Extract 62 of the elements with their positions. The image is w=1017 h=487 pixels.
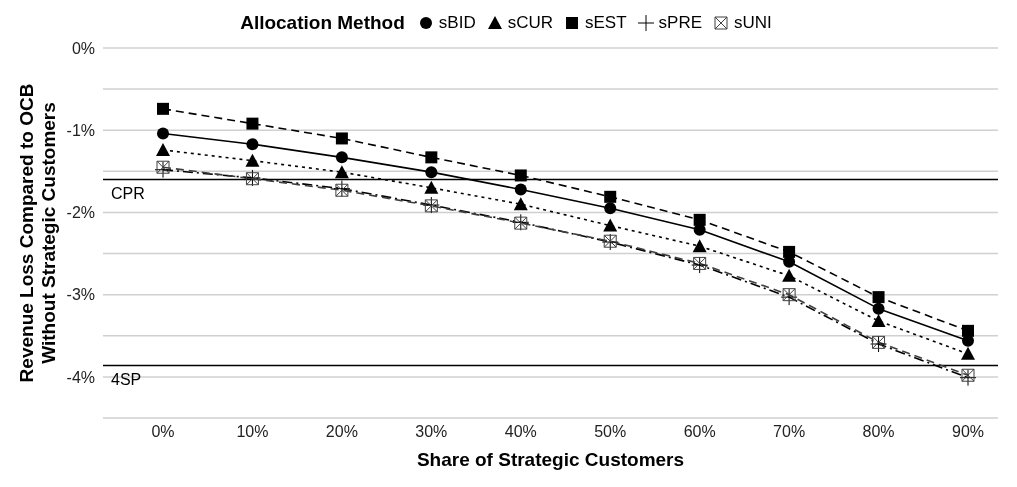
point (870, 335, 888, 353)
x-tick-label: 90% (951, 423, 985, 441)
y-tick-label: -3% (66, 286, 95, 304)
legend-label: sBID (438, 13, 476, 33)
point (604, 202, 617, 215)
point (693, 213, 706, 226)
point (782, 268, 797, 282)
point (961, 368, 975, 382)
point (872, 302, 885, 315)
point (335, 132, 348, 145)
point (782, 288, 796, 302)
legend-label: sEST (585, 13, 627, 33)
point (959, 369, 977, 387)
point (514, 183, 527, 196)
point (514, 169, 527, 182)
point (424, 180, 439, 194)
ref-line-label: 4SP (111, 370, 142, 388)
point (604, 190, 617, 203)
point (693, 256, 707, 270)
x-tick-label: 60% (683, 423, 716, 441)
x-tick-label: 40% (504, 423, 537, 441)
legend-title: Allocation Method (240, 12, 405, 34)
point (156, 142, 170, 156)
point (783, 245, 796, 258)
y-tick-label: -2% (66, 204, 95, 222)
legend-label: sUNI (734, 13, 772, 33)
point (962, 324, 974, 337)
point (245, 153, 260, 167)
point (157, 127, 169, 140)
point (872, 335, 886, 349)
point (872, 291, 885, 304)
point (603, 218, 618, 232)
x-tick-label: 30% (415, 423, 448, 441)
x-tick-label: 70% (773, 423, 806, 441)
x-tick-label: 0% (151, 423, 175, 441)
legend-label: sCUR (507, 13, 554, 33)
x-axis-title: Share of Strategic Customers (416, 449, 685, 470)
y-tick-label: 0% (71, 39, 95, 57)
point (425, 151, 438, 164)
point (154, 161, 172, 179)
point (156, 160, 170, 174)
x-tick-label: 20% (325, 423, 358, 441)
point (246, 138, 259, 151)
point (513, 197, 528, 211)
x-tick-label: 10% (236, 423, 269, 441)
point (157, 102, 169, 115)
point (692, 239, 707, 253)
point (425, 166, 438, 179)
point (335, 151, 348, 164)
y-axis-title: Revenue Loss Compared to OCB Without Strategic Customers (16, 83, 59, 383)
x-tick-label: 50% (594, 423, 627, 441)
point (334, 165, 349, 179)
legend-label: sPRE (658, 13, 703, 33)
point (691, 256, 709, 274)
point (871, 313, 886, 327)
ref-line-label: CPR (111, 184, 145, 202)
y-tick-label: -1% (66, 121, 95, 139)
point (246, 117, 259, 130)
point (961, 346, 975, 360)
x-tick-label: 80% (862, 423, 895, 441)
point (780, 288, 798, 306)
y-tick-label: -4% (66, 368, 95, 386)
